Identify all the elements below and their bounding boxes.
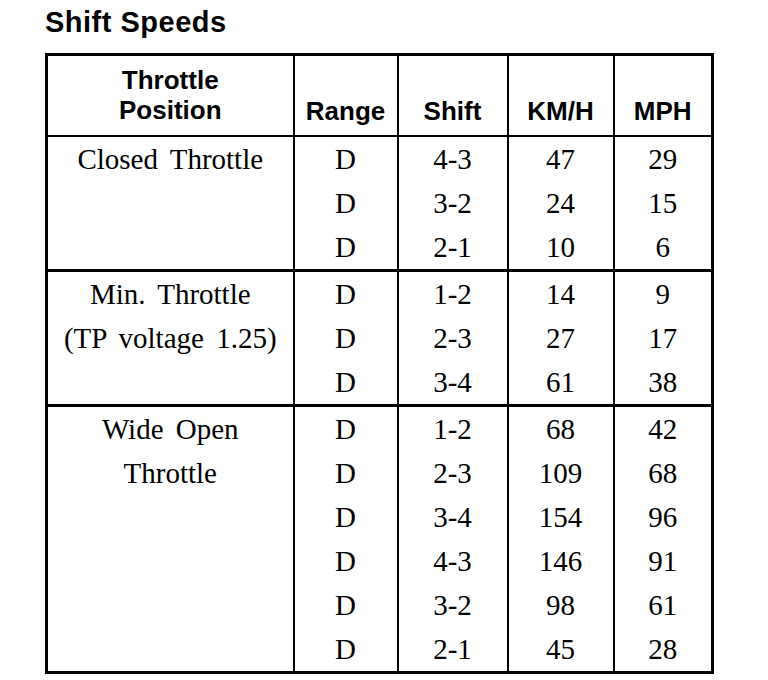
throttle-position-label: Min. Throttle <box>48 272 293 316</box>
table-row: Wide OpenThrottleD1-26842 <box>47 406 713 452</box>
cell-shift: 3-4 <box>398 360 508 406</box>
cell-range: D <box>294 316 398 360</box>
table-row: Closed ThrottleD4-34729 <box>47 136 713 181</box>
cell-range: D <box>294 271 398 317</box>
cell-mph: 96 <box>614 495 713 539</box>
cell-kmh: 68 <box>508 406 614 452</box>
cell-range: D <box>294 495 398 539</box>
cell-kmh: 24 <box>508 181 614 225</box>
throttle-position-cell: Wide OpenThrottle <box>47 406 294 673</box>
cell-mph: 42 <box>614 406 713 452</box>
table-body: Closed ThrottleD4-34729D3-22415D2-1106Mi… <box>47 136 713 673</box>
cell-shift: 4-3 <box>398 136 508 181</box>
cell-kmh: 98 <box>508 583 614 627</box>
cell-mph: 9 <box>614 271 713 317</box>
cell-shift: 2-1 <box>398 627 508 673</box>
cell-kmh: 47 <box>508 136 614 181</box>
document-page: Shift Speeds Throttle Position Range Shi… <box>0 0 768 680</box>
throttle-position-label: Closed Throttle <box>48 137 293 181</box>
header-line: Throttle <box>122 65 219 95</box>
cell-range: D <box>294 406 398 452</box>
cell-shift: 1-2 <box>398 406 508 452</box>
cell-shift: 4-3 <box>398 539 508 583</box>
cell-shift: 1-2 <box>398 271 508 317</box>
cell-kmh: 109 <box>508 451 614 495</box>
cell-shift: 3-2 <box>398 583 508 627</box>
table-header: Throttle Position Range Shift KM/H MPH <box>47 55 713 137</box>
column-header-mph: MPH <box>614 55 713 137</box>
column-header-throttle-position: Throttle Position <box>47 55 294 137</box>
throttle-position-label: (TP voltage 1.25) <box>48 316 293 360</box>
column-header-kmh: KM/H <box>508 55 614 137</box>
cell-range: D <box>294 583 398 627</box>
cell-kmh: 61 <box>508 360 614 406</box>
cell-range: D <box>294 225 398 271</box>
cell-mph: 28 <box>614 627 713 673</box>
cell-range: D <box>294 136 398 181</box>
column-header-range: Range <box>294 55 398 137</box>
page-content: Shift Speeds Throttle Position Range Shi… <box>0 0 768 674</box>
cell-shift: 3-2 <box>398 181 508 225</box>
cell-shift: 2-1 <box>398 225 508 271</box>
cell-mph: 6 <box>614 225 713 271</box>
cell-range: D <box>294 451 398 495</box>
cell-mph: 29 <box>614 136 713 181</box>
shift-speeds-table: Throttle Position Range Shift KM/H MPH C… <box>45 53 714 674</box>
cell-kmh: 10 <box>508 225 614 271</box>
cell-mph: 38 <box>614 360 713 406</box>
column-header-shift: Shift <box>398 55 508 137</box>
cell-range: D <box>294 360 398 406</box>
cell-mph: 17 <box>614 316 713 360</box>
cell-kmh: 154 <box>508 495 614 539</box>
cell-range: D <box>294 539 398 583</box>
cell-shift: 2-3 <box>398 316 508 360</box>
cell-shift: 3-4 <box>398 495 508 539</box>
throttle-position-cell: Min. Throttle(TP voltage 1.25) <box>47 271 294 406</box>
cell-kmh: 14 <box>508 271 614 317</box>
cell-kmh: 27 <box>508 316 614 360</box>
cell-mph: 15 <box>614 181 713 225</box>
throttle-position-cell: Closed Throttle <box>47 136 294 271</box>
cell-mph: 91 <box>614 539 713 583</box>
cell-shift: 2-3 <box>398 451 508 495</box>
header-row: Throttle Position Range Shift KM/H MPH <box>47 55 713 137</box>
throttle-position-label: Wide Open <box>48 407 293 451</box>
page-title: Shift Speeds <box>45 5 768 39</box>
table-row: Min. Throttle(TP voltage 1.25)D1-2149 <box>47 271 713 317</box>
cell-kmh: 146 <box>508 539 614 583</box>
cell-range: D <box>294 181 398 225</box>
cell-mph: 61 <box>614 583 713 627</box>
throttle-position-label: Throttle <box>48 451 293 495</box>
cell-range: D <box>294 627 398 673</box>
cell-mph: 68 <box>614 451 713 495</box>
cell-kmh: 45 <box>508 627 614 673</box>
header-line: Position <box>119 95 222 125</box>
